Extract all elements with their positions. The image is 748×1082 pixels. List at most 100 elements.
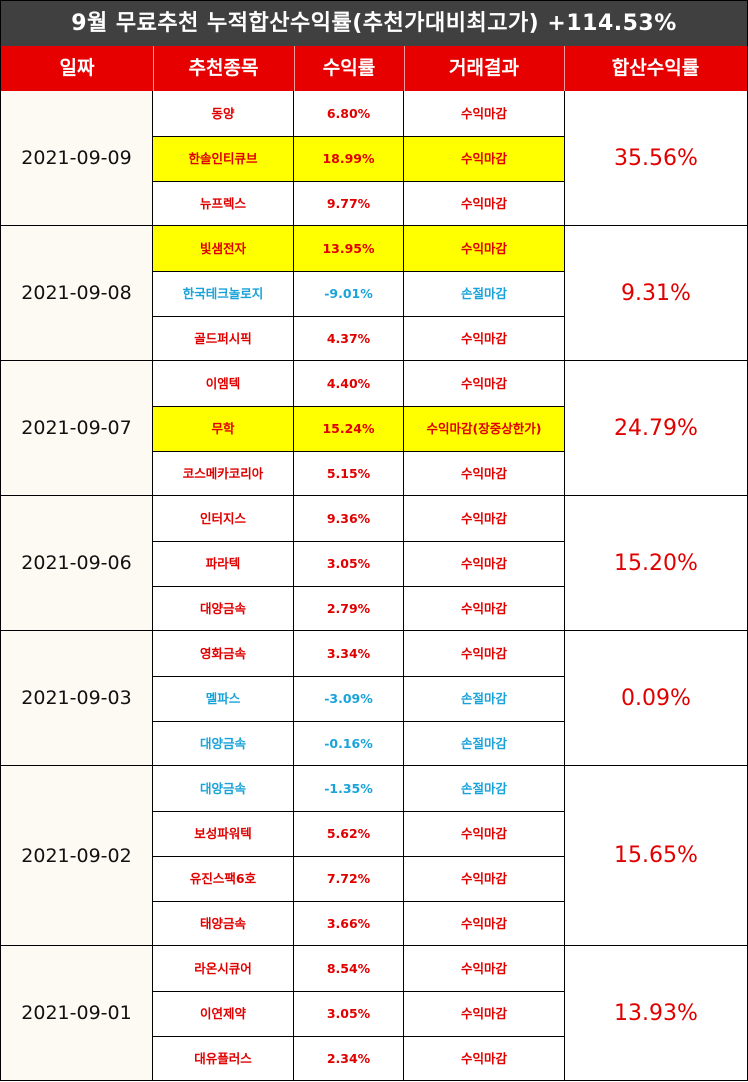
return-rate: 3.34% xyxy=(294,631,404,676)
date-cell: 2021-09-09 xyxy=(1,91,153,225)
return-rate: 9.36% xyxy=(294,496,404,541)
stock-name: 영화금속 xyxy=(153,631,294,676)
trade-result: 수익마감 xyxy=(460,961,507,976)
stock-name: 태양금속 xyxy=(153,902,294,946)
stock-name: 대유플러스 xyxy=(153,1037,294,1081)
trade-result: 수익마감 xyxy=(460,916,507,931)
date-cell: 2021-09-03 xyxy=(1,631,153,765)
return-rate: 9.77% xyxy=(294,182,404,226)
stock-name: 골드퍼시픽 xyxy=(153,317,294,361)
table-row: 대양금속 2.79% 수익마감 xyxy=(153,586,564,632)
stock-name: 이연제약 xyxy=(153,992,294,1036)
stock-name: 한솔인티큐브 xyxy=(153,137,294,181)
trade-result: 수익마감 xyxy=(460,331,507,346)
table-title: 9월 무료추천 누적합산수익률(추천가대비최고가) +114.53% xyxy=(1,1,747,46)
trade-result: 수익마감 xyxy=(460,1051,507,1066)
trade-result: 수익마감 xyxy=(460,871,507,886)
table-row: 태양금속 3.66% 수익마감 xyxy=(153,901,564,947)
return-rate: -9.01% xyxy=(294,272,404,316)
table-row: 이연제약 3.05% 수익마감 xyxy=(153,991,564,1037)
total-return-cell: 15.20% xyxy=(564,496,747,630)
return-rate: 2.34% xyxy=(294,1037,404,1081)
stock-name: 대양금속 xyxy=(153,587,294,631)
date-group: 2021-09-01 라온시큐어 8.54% 수익마감 이연제약 3.05% 수익마감 대유플… xyxy=(1,946,747,1081)
date-cell: 2021-09-02 xyxy=(1,766,153,945)
table-row: 멜파스 -3.09% 손절마감 xyxy=(153,676,564,722)
trade-result: 수익마감 xyxy=(460,601,507,616)
trade-result: 수익마감 xyxy=(460,556,507,571)
trade-result: 수익마감 xyxy=(460,466,507,481)
stock-name: 보성파워텍 xyxy=(153,812,294,856)
return-rate: 8.54% xyxy=(294,946,404,991)
stock-name: 이엠텍 xyxy=(153,361,294,406)
table-row: 코스메카코리아 5.15% 수익마감 xyxy=(153,451,564,497)
total-return-cell: 0.09% xyxy=(564,631,747,765)
date-group: 2021-09-02 대양금속 -1.35% 손절마감 보성파워텍 5.62% 수익마감 유진… xyxy=(1,766,747,946)
table-row: 대양금속 -0.16% 손절마감 xyxy=(153,721,564,767)
table-row: 무학 15.24% 수익마감(장중상한가) xyxy=(153,406,564,452)
stock-name: 코스메카코리아 xyxy=(153,452,294,496)
return-rate: 5.15% xyxy=(294,452,404,496)
header-return: 수익률 xyxy=(322,57,376,79)
trade-result: 수익마감 xyxy=(404,137,564,181)
stock-name: 파라텍 xyxy=(153,542,294,586)
header-divider xyxy=(153,46,154,91)
trade-result: 수익마감 xyxy=(460,826,507,841)
stock-name: 대양금속 xyxy=(153,766,294,811)
header-divider xyxy=(564,46,565,91)
trade-result: 수익마감 xyxy=(404,226,564,271)
return-rate: 4.40% xyxy=(294,361,404,406)
table-row: 영화금속 3.34% 수익마감 xyxy=(153,631,564,676)
date-cell: 2021-09-06 xyxy=(1,496,153,630)
trade-result: 수익마감 xyxy=(460,1006,507,1021)
stock-name: 대양금속 xyxy=(153,722,294,766)
return-rate: -3.09% xyxy=(294,677,404,721)
total-return-cell: 24.79% xyxy=(564,361,747,495)
stock-name: 뉴프렉스 xyxy=(153,182,294,226)
trade-result: 수익마감 xyxy=(460,376,507,391)
trade-result: 수익마감 xyxy=(460,646,507,661)
stock-name: 라온시큐어 xyxy=(153,946,294,991)
table-row: 빛샘전자 13.95% 수익마감 xyxy=(153,226,564,271)
date-group: 2021-09-06 인터지스 9.36% 수익마감 파라텍 3.05% 수익마감 대양금속 2… xyxy=(1,496,747,631)
table-row: 파라텍 3.05% 수익마감 xyxy=(153,541,564,587)
trade-result: 손절마감 xyxy=(460,691,507,706)
header-stock: 추천종목 xyxy=(188,57,259,79)
date-cell: 2021-09-07 xyxy=(1,361,153,495)
stock-name: 동양 xyxy=(153,91,294,136)
stock-name: 무학 xyxy=(153,407,294,451)
total-return-cell: 35.56% xyxy=(564,91,747,225)
stock-name: 한국테크놀로지 xyxy=(153,272,294,316)
date-group: 2021-09-03 영화금속 3.34% 수익마감 멜파스 -3.09% 손절마감 대양금속… xyxy=(1,631,747,766)
return-rate: 3.66% xyxy=(294,902,404,946)
return-rate: -0.16% xyxy=(294,722,404,766)
header-date: 일짜 xyxy=(59,57,95,79)
trade-result: 수익마감 xyxy=(460,511,507,526)
date-cell: 2021-09-01 xyxy=(1,946,153,1080)
table-row: 골드퍼시픽 4.37% 수익마감 xyxy=(153,316,564,362)
header-row: 일짜 추천종목 수익률 거래결과 합산수익률 xyxy=(1,46,747,91)
stock-name: 멜파스 xyxy=(153,677,294,721)
trade-result: 손절마감 xyxy=(460,736,507,751)
return-rate: 4.37% xyxy=(294,317,404,361)
table-row: 한솔인티큐브 18.99% 수익마감 xyxy=(153,136,564,182)
return-rate: 6.80% xyxy=(294,91,404,136)
date-group: 2021-09-07 이엠텍 4.40% 수익마감 무학 15.24% 수익마감(장중상한가… xyxy=(1,361,747,496)
trade-result: 수익마감 xyxy=(460,196,507,211)
header-divider xyxy=(294,46,295,91)
table-row: 이엠텍 4.40% 수익마감 xyxy=(153,361,564,406)
trade-result: 손절마감 xyxy=(460,781,507,796)
table-row: 인터지스 9.36% 수익마감 xyxy=(153,496,564,541)
table-row: 보성파워텍 5.62% 수익마감 xyxy=(153,811,564,857)
date-group: 2021-09-09 동양 6.80% 수익마감 한솔인티큐브 18.99% 수익마감 뉴프렉… xyxy=(1,91,747,226)
return-rate: 15.24% xyxy=(294,407,404,451)
table-row: 라온시큐어 8.54% 수익마감 xyxy=(153,946,564,991)
date-cell: 2021-09-08 xyxy=(1,226,153,360)
trade-result: 수익마감 xyxy=(460,106,507,121)
stock-name: 인터지스 xyxy=(153,496,294,541)
table-row: 뉴프렉스 9.77% 수익마감 xyxy=(153,181,564,227)
return-rate: 7.72% xyxy=(294,857,404,901)
return-rate: 18.99% xyxy=(294,137,404,181)
trade-result: 수익마감(장중상한가) xyxy=(404,407,564,451)
